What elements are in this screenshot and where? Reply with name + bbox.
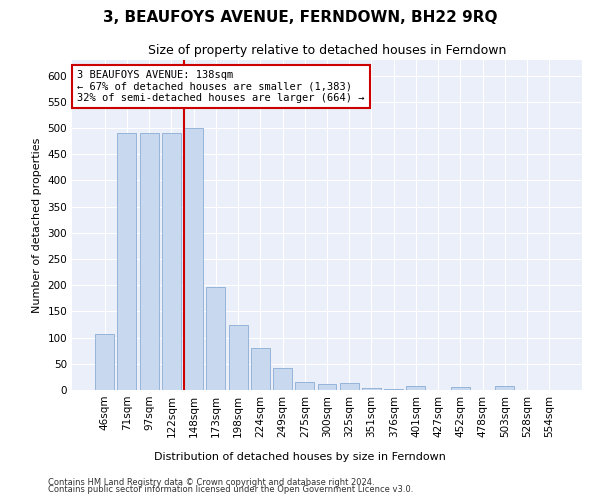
Bar	[206, 287, 225, 390]
Y-axis label: Number of detached properties: Number of detached properties	[32, 138, 42, 312]
Bar	[496, 386, 514, 390]
Text: 3 BEAUFOYS AVENUE: 138sqm
← 67% of detached houses are smaller (1,383)
32% of se: 3 BEAUFOYS AVENUE: 138sqm ← 67% of detac…	[77, 70, 365, 103]
Bar	[184, 128, 203, 390]
Bar	[162, 134, 181, 390]
Text: Contains HM Land Registry data © Crown copyright and database right 2024.: Contains HM Land Registry data © Crown c…	[48, 478, 374, 487]
Bar	[251, 348, 270, 390]
Bar	[95, 334, 114, 390]
Bar	[140, 134, 158, 390]
Bar	[118, 134, 136, 390]
Bar	[362, 388, 381, 390]
Bar	[295, 382, 314, 390]
Bar	[273, 368, 292, 390]
Bar	[406, 386, 425, 390]
Title: Size of property relative to detached houses in Ferndown: Size of property relative to detached ho…	[148, 44, 506, 58]
Bar	[317, 384, 337, 390]
Text: Distribution of detached houses by size in Ferndown: Distribution of detached houses by size …	[154, 452, 446, 462]
Bar	[451, 388, 470, 390]
Bar	[340, 383, 359, 390]
Text: Contains public sector information licensed under the Open Government Licence v3: Contains public sector information licen…	[48, 486, 413, 494]
Bar	[229, 324, 248, 390]
Text: 3, BEAUFOYS AVENUE, FERNDOWN, BH22 9RQ: 3, BEAUFOYS AVENUE, FERNDOWN, BH22 9RQ	[103, 10, 497, 25]
